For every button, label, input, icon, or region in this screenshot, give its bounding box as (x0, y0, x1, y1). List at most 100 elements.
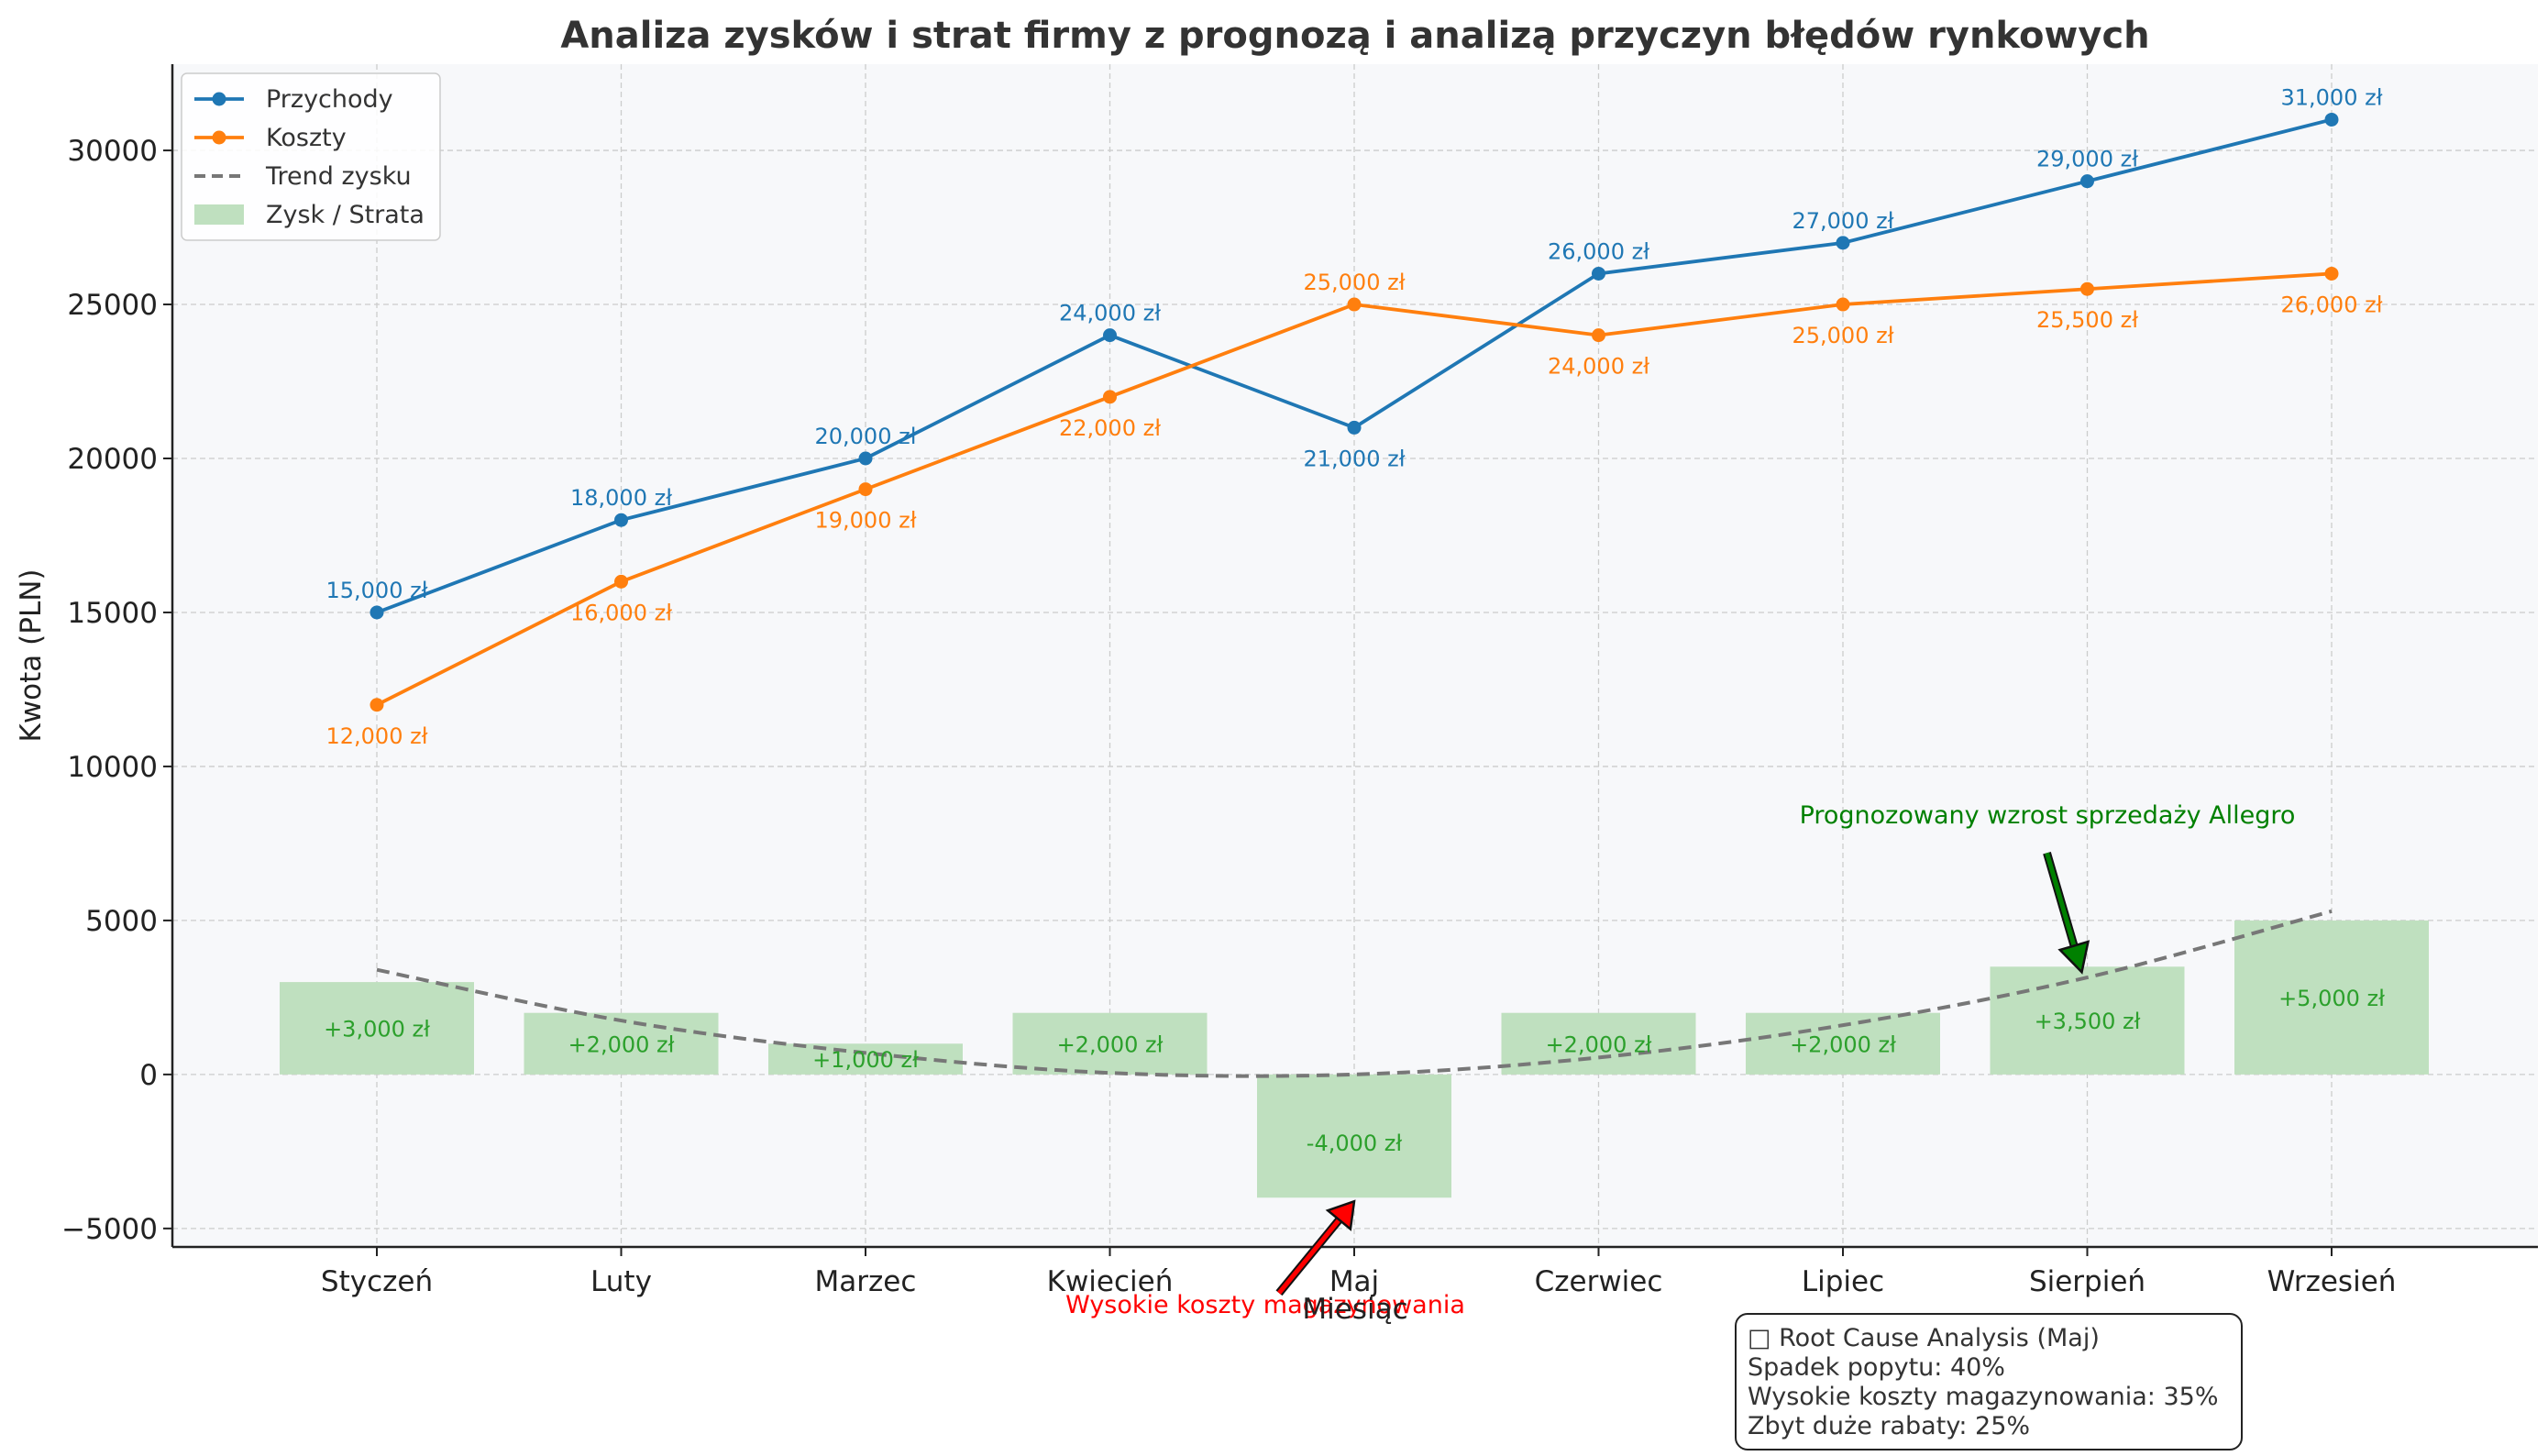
annotation-text-green: Prognozowany wzrost sprzedaży Allegro (1800, 801, 2296, 830)
y-tick-label: −5000 (61, 1213, 158, 1246)
profit-bar (1746, 1012, 1940, 1075)
revenue-value-label: 26,000 zł (1548, 238, 1649, 264)
chart-title: Analiza zysków i strat firmy z prognozą … (560, 15, 2149, 57)
profit-bars (280, 920, 2429, 1198)
y-tick-label: 5000 (85, 905, 158, 938)
x-tick-label: Lipiec (1802, 1265, 1884, 1298)
y-tick-label: 25000 (67, 289, 158, 322)
y-tick-label: 10000 (67, 751, 158, 784)
x-tick-label: Sierpień (2029, 1265, 2145, 1298)
revenue-value-label: 18,000 zł (570, 485, 672, 511)
x-tick-label: Kwiecień (1047, 1265, 1174, 1298)
root-cause-analysis-box: □ Root Cause Analysis (Maj) Spadek popyt… (1735, 1313, 2243, 1450)
revenue-point (858, 451, 873, 466)
cost-point (2324, 266, 2339, 281)
x-tick-label: Styczeń (321, 1265, 433, 1298)
annotations: Wysokie koszty magazynowania Prognozowany… (1065, 801, 2295, 1319)
bar-value-label: +2,000 zł (1057, 1031, 1164, 1057)
cost-value-label: 22,000 zł (1059, 415, 1161, 441)
profit-bar (1501, 1012, 1696, 1075)
bar-value-label: +3,500 zł (2035, 1009, 2141, 1034)
cost-value-label: 24,000 zł (1548, 354, 1649, 380)
profit-bar (280, 982, 474, 1075)
cost-point (2080, 281, 2094, 296)
cost-point (614, 574, 628, 589)
annotation-arrow-shaft (2045, 852, 2077, 947)
bar-value-label: +2,000 zł (1546, 1031, 1652, 1057)
series-lines (370, 112, 2339, 712)
x-tick-label: Maj (1329, 1265, 1379, 1298)
cost-point (1347, 297, 1362, 312)
revenue-point (2080, 174, 2094, 189)
revenue-point (1592, 266, 1605, 281)
revenue-point (2324, 112, 2339, 127)
bar-value-label: +5,000 zł (2278, 986, 2385, 1011)
legend-label: Trend zysku (265, 162, 412, 191)
revenue-value-label: 15,000 zł (325, 578, 427, 603)
rca-title: □ Root Cause Analysis (Maj) (1748, 1324, 2100, 1352)
cost-value-label: 16,000 zł (570, 600, 672, 625)
cost-point (1836, 297, 1850, 312)
bar-value-label: +3,000 zł (324, 1016, 430, 1042)
legend-label: Zysk / Strata (266, 201, 425, 229)
y-tick-label: 30000 (67, 135, 158, 168)
y-tick-label: 0 (139, 1059, 158, 1092)
data-labels: +3,000 zł +2,000 zł +1,000 zł +2,000 zł -4,0… (324, 84, 2385, 1155)
trend-line-path (376, 909, 2333, 1078)
y-tick-label: 20000 (67, 443, 158, 476)
trend-line (376, 909, 2333, 1078)
legend-swatch-marker (212, 130, 226, 145)
legend: Przychody Koszty Trend zysku Zysk / Strata (181, 72, 441, 241)
cost-value-label: 12,000 zł (325, 723, 427, 749)
revenue-point (614, 513, 628, 527)
cost-point (1592, 328, 1605, 343)
legend-label: Przychody (266, 85, 393, 114)
bar-value-label: -4,000 zł (1307, 1131, 1403, 1156)
x-tick-label: Czerwiec (1535, 1265, 1663, 1298)
profit-bar (1990, 966, 2185, 1075)
revenue-point (1103, 328, 1117, 343)
annotation-text-red: Wysokie koszty magazynowania (1065, 1291, 1465, 1319)
legend-swatch-bar (194, 204, 244, 225)
bar-value-label: +2,000 zł (1790, 1031, 1896, 1057)
annotation-arrow-head (2057, 940, 2090, 975)
legend-frame (181, 72, 441, 241)
revenue-point (1347, 420, 1362, 435)
revenue-value-label: 21,000 zł (1303, 446, 1405, 471)
profit-bar (1012, 1012, 1208, 1075)
rca-line: Spadek popytu: 40% (1748, 1353, 2005, 1382)
x-axis-label: Miesiąc (1302, 1293, 1407, 1326)
revenue-value-label: 20,000 zł (814, 424, 916, 449)
rca-line: Wysokie koszty magazynowania: 35% (1748, 1383, 2219, 1411)
x-tick-label: Luty (590, 1265, 652, 1298)
cost-point (370, 698, 384, 712)
revenue-point (370, 605, 384, 620)
annotation-arrow-head (1325, 1199, 1356, 1231)
legend-label: Koszty (266, 124, 347, 152)
revenue-point (1836, 236, 1850, 250)
bar-value-label: +1,000 zł (812, 1047, 919, 1073)
cost-value-label: 25,000 zł (1792, 323, 1893, 348)
cost-value-label: 25,500 zł (2036, 307, 2138, 333)
profit-bar (1257, 1074, 1451, 1198)
cost-value-label: 25,000 zł (1303, 270, 1405, 295)
cost-value-label: 19,000 zł (814, 508, 916, 534)
revenue-value-label: 24,000 zł (1059, 301, 1161, 326)
cost-point (1103, 390, 1117, 404)
revenue-value-label: 31,000 zł (2280, 84, 2382, 110)
revenue-value-label: 29,000 zł (2036, 147, 2138, 172)
annotation-arrow-shaft (1277, 1218, 1341, 1295)
rca-line: Zbyt duże rabaty: 25% (1748, 1412, 2031, 1440)
cost-value-label: 26,000 zł (2280, 292, 2382, 317)
cost-point (858, 482, 873, 497)
y-axis-label: Kwota (PLN) (15, 569, 48, 743)
revenue-value-label: 27,000 zł (1792, 208, 1893, 234)
x-tick-label: Marzec (815, 1265, 917, 1298)
axes: −5000 0 5000 10000 15000 20000 25000 30000 Stycz… (61, 64, 2538, 1298)
bar-value-label: +2,000 zł (568, 1031, 675, 1057)
legend-swatch-marker (212, 92, 226, 106)
x-tick-label: Wrzesień (2267, 1265, 2397, 1298)
y-tick-label: 15000 (67, 597, 158, 630)
profit-bar (2234, 920, 2429, 1075)
